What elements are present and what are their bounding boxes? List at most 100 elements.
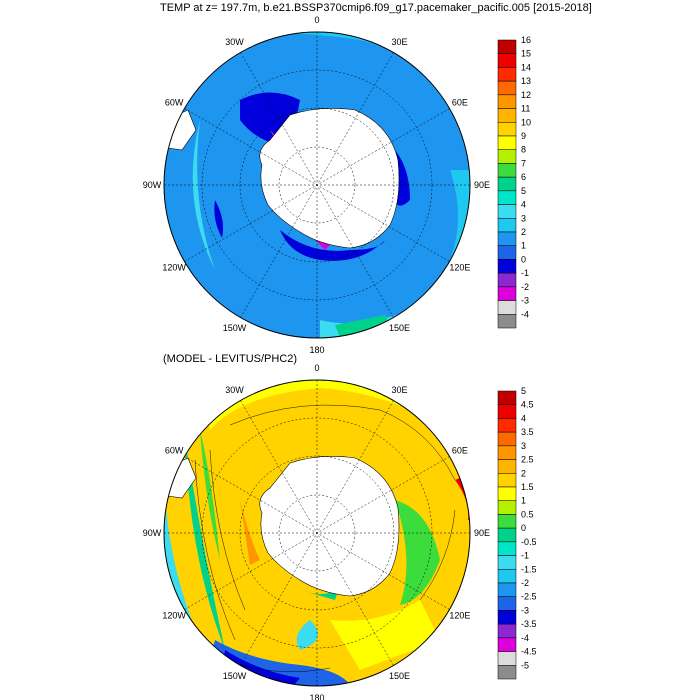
colorbar-swatch (497, 231, 517, 246)
colorbar-swatch (497, 431, 517, 447)
colorbar-swatch (497, 514, 517, 529)
colorbar-swatch (497, 665, 517, 680)
colorbar-swatch (497, 135, 517, 150)
colorbar-label: 4.5 (521, 400, 534, 410)
colorbar-label: -1 (521, 551, 529, 561)
longitude-label: 60W (165, 98, 184, 108)
difference-map: 0 30E 60E 90E 120E 150E 180 150W 120W 90W 60W 30W (143, 363, 490, 700)
colorbar-swatch (497, 149, 517, 164)
colorbar-swatch (497, 39, 517, 54)
colorbar-label: -2 (521, 578, 529, 588)
colorbar-swatch (497, 596, 517, 611)
colorbar-label: -5 (521, 660, 529, 670)
colorbar-swatch (497, 80, 517, 96)
colorbar-swatch (497, 259, 517, 274)
colorbar-swatch (497, 541, 517, 556)
colorbar-label: 13 (521, 76, 531, 86)
colorbar-label: -4 (521, 633, 529, 643)
colorbar-label: 11 (521, 104, 530, 114)
colorbar-label: 14 (521, 62, 531, 72)
colorbar-label: 5 (521, 186, 526, 196)
colorbar-label: 1.5 (521, 482, 534, 492)
colorbar-label: 8 (521, 145, 526, 155)
colorbar-label: 10 (521, 117, 531, 127)
colorbar-label: 0 (521, 523, 526, 533)
colorbar-swatch (497, 459, 517, 474)
longitude-label: 150W (223, 671, 247, 681)
colorbar-swatch (497, 163, 517, 178)
colorbar-swatch (497, 623, 517, 639)
colorbar-label: 2 (521, 227, 526, 237)
colorbar-swatch (497, 300, 517, 315)
longitude-label: 90E (474, 528, 490, 538)
longitude-label: 60E (452, 446, 468, 456)
longitude-label: 90W (143, 528, 162, 538)
longitude-label: 30E (391, 37, 407, 47)
colorbar-label: 0 (521, 254, 526, 264)
colorbar-label: -4 (521, 309, 529, 319)
colorbar-label: 0.5 (521, 509, 534, 519)
colorbar-swatch (497, 418, 517, 433)
colorbar-label: -3 (521, 605, 529, 615)
colorbar-swatch (497, 582, 517, 597)
colorbar-label: 16 (521, 35, 531, 45)
longitude-label: 60W (165, 446, 184, 456)
longitude-labels: 0 30E 60E 90E 120E 150E 180 150W 120W 90W 60W 30W (143, 15, 490, 355)
temperature-map: 0 30E 60E 90E 120E 150E 180 150W 120W 90W 60W 30W (143, 15, 490, 355)
colorbar-label: 4 (521, 413, 526, 423)
colorbar-label: -1 (521, 268, 529, 278)
colorbar-label: 12 (521, 90, 531, 100)
colorbar-label: -2 (521, 282, 529, 292)
colorbar-swatch (497, 500, 517, 515)
colorbar-swatch (497, 272, 517, 288)
colorbar-swatch (497, 53, 517, 68)
colorbar-swatch (497, 108, 517, 123)
colorbar-swatch (497, 190, 517, 205)
colorbar-label: 9 (521, 131, 526, 141)
colorbar-label: -3 (521, 296, 529, 306)
colorbar-swatch (497, 569, 517, 584)
longitude-label: 150E (389, 323, 410, 333)
colorbar-label: 1 (521, 496, 526, 506)
colorbar-label: -3.5 (521, 619, 537, 629)
colorbar-swatch (497, 555, 517, 570)
longitude-label: 30W (225, 37, 244, 47)
colorbar-label: 7 (521, 158, 526, 168)
colorbar-label: -1.5 (521, 564, 537, 574)
longitude-label: 0 (314, 15, 319, 25)
colorbar-swatch (497, 473, 517, 488)
longitude-labels: 0 30E 60E 90E 120E 150E 180 150W 120W 90W 60W 30W (143, 363, 490, 700)
panel-title-difference: (MODEL - LEVITUS/PHC2) (163, 353, 298, 365)
colorbar-label: 15 (521, 49, 531, 59)
colorbar-swatch (497, 445, 517, 460)
colorbar-swatch (497, 122, 517, 137)
colorbar-label: 5 (521, 386, 526, 396)
longitude-label: 180 (309, 345, 324, 355)
colorbar-swatch (497, 527, 517, 543)
colorbar-swatch (497, 67, 517, 82)
colorbar-swatch (497, 390, 517, 405)
colorbar-label: 1 (521, 241, 526, 251)
colorbar-label: 3 (521, 441, 526, 451)
longitude-label: 120E (449, 611, 470, 621)
colorbar-swatch (497, 204, 517, 219)
colorbar-swatch (497, 94, 517, 109)
colorbar-label: 4 (521, 200, 526, 210)
colorbar-label: -4.5 (521, 647, 537, 657)
longitude-label: 30E (391, 385, 407, 395)
longitude-label: 90W (143, 180, 162, 190)
colorbar-swatch (497, 314, 517, 329)
colorbar-label: -2.5 (521, 592, 537, 602)
colorbar-swatch (497, 176, 517, 192)
colorbar-label: 6 (521, 172, 526, 182)
colorbar-label: -0.5 (521, 537, 537, 547)
colorbar-label: 2 (521, 468, 526, 478)
longitude-label: 30W (225, 385, 244, 395)
colorbar-difference: 5 4.5 4 3.5 3 2.5 2 1.5 1 0.5 0 -0.5 -1 -1.5 -2 -2.5 -3 -… (497, 386, 537, 680)
longitude-label: 150W (223, 323, 247, 333)
colorbar-swatch (497, 486, 517, 501)
longitude-label: 150E (389, 671, 410, 681)
colorbar-label: 3 (521, 213, 526, 223)
